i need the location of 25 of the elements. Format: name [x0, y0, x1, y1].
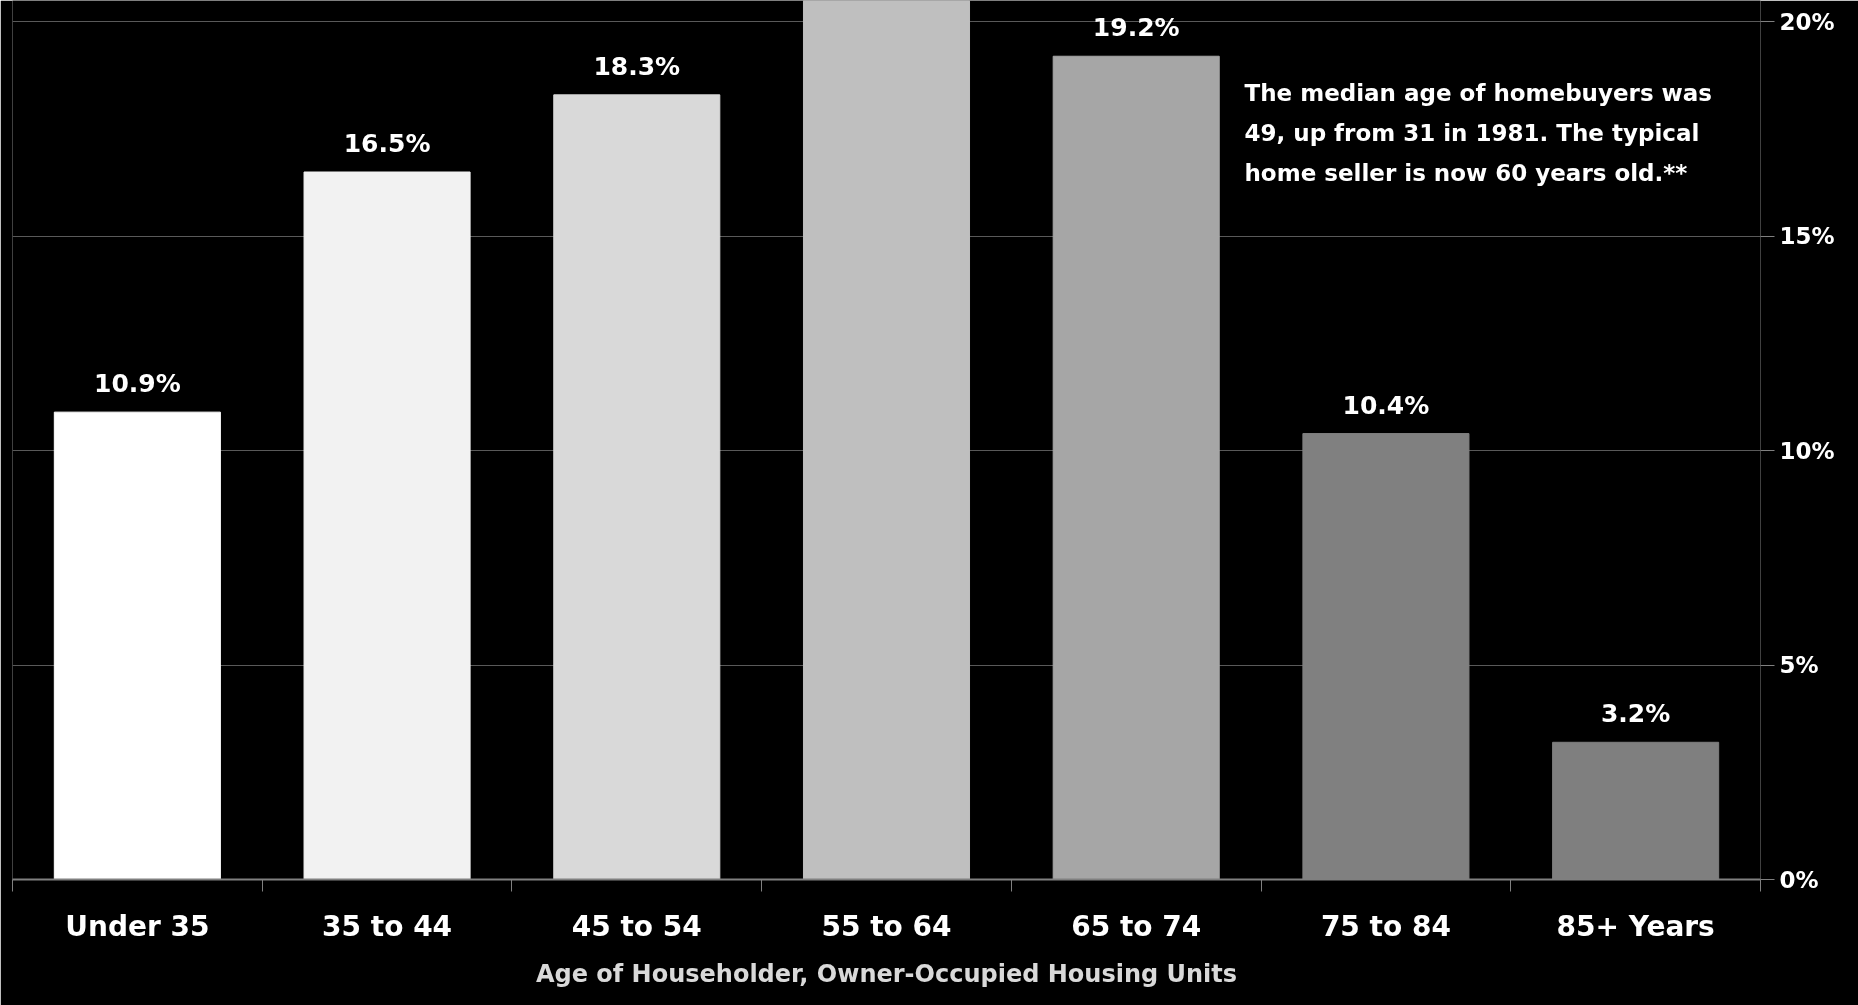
bar [303, 171, 471, 880]
x-tick-label: 35 to 44 [322, 909, 453, 943]
annotation: The median age of homebuyers was 49, up from 31 in 1981. The typical home seller is now 60 years old.** [1244, 79, 1713, 187]
bar [553, 94, 721, 880]
bar [1052, 55, 1220, 880]
x-tick-label: 45 to 54 [571, 909, 702, 943]
y-tick-label: 15% [1779, 223, 1835, 250]
x-tick-label: 75 to 84 [1320, 909, 1451, 943]
data-label: 10.9% [93, 369, 181, 399]
data-label: 16.5% [343, 129, 431, 159]
data-label: 19.2% [1092, 13, 1180, 43]
y-tick-label: 0% [1779, 866, 1819, 893]
x-tick-label: 85+ Years [1556, 909, 1715, 943]
y-tick-label: 20% [1779, 8, 1835, 35]
bar [802, 0, 971, 880]
data-label: 10.4% [1342, 390, 1430, 420]
data-label: 18.3% [593, 51, 681, 81]
y-tick-label: 10% [1779, 437, 1835, 464]
bar [53, 411, 221, 880]
data-label: 3.2% [1600, 699, 1671, 729]
x-tick-label: Under 35 [65, 909, 210, 943]
x-tick-label: 65 to 74 [1071, 909, 1202, 943]
x-tick-label: 55 to 64 [821, 909, 952, 943]
y-tick-label: 5% [1779, 652, 1819, 679]
x-axis-title: Age of Householder, Owner-Occupied Housing Units [535, 959, 1238, 988]
